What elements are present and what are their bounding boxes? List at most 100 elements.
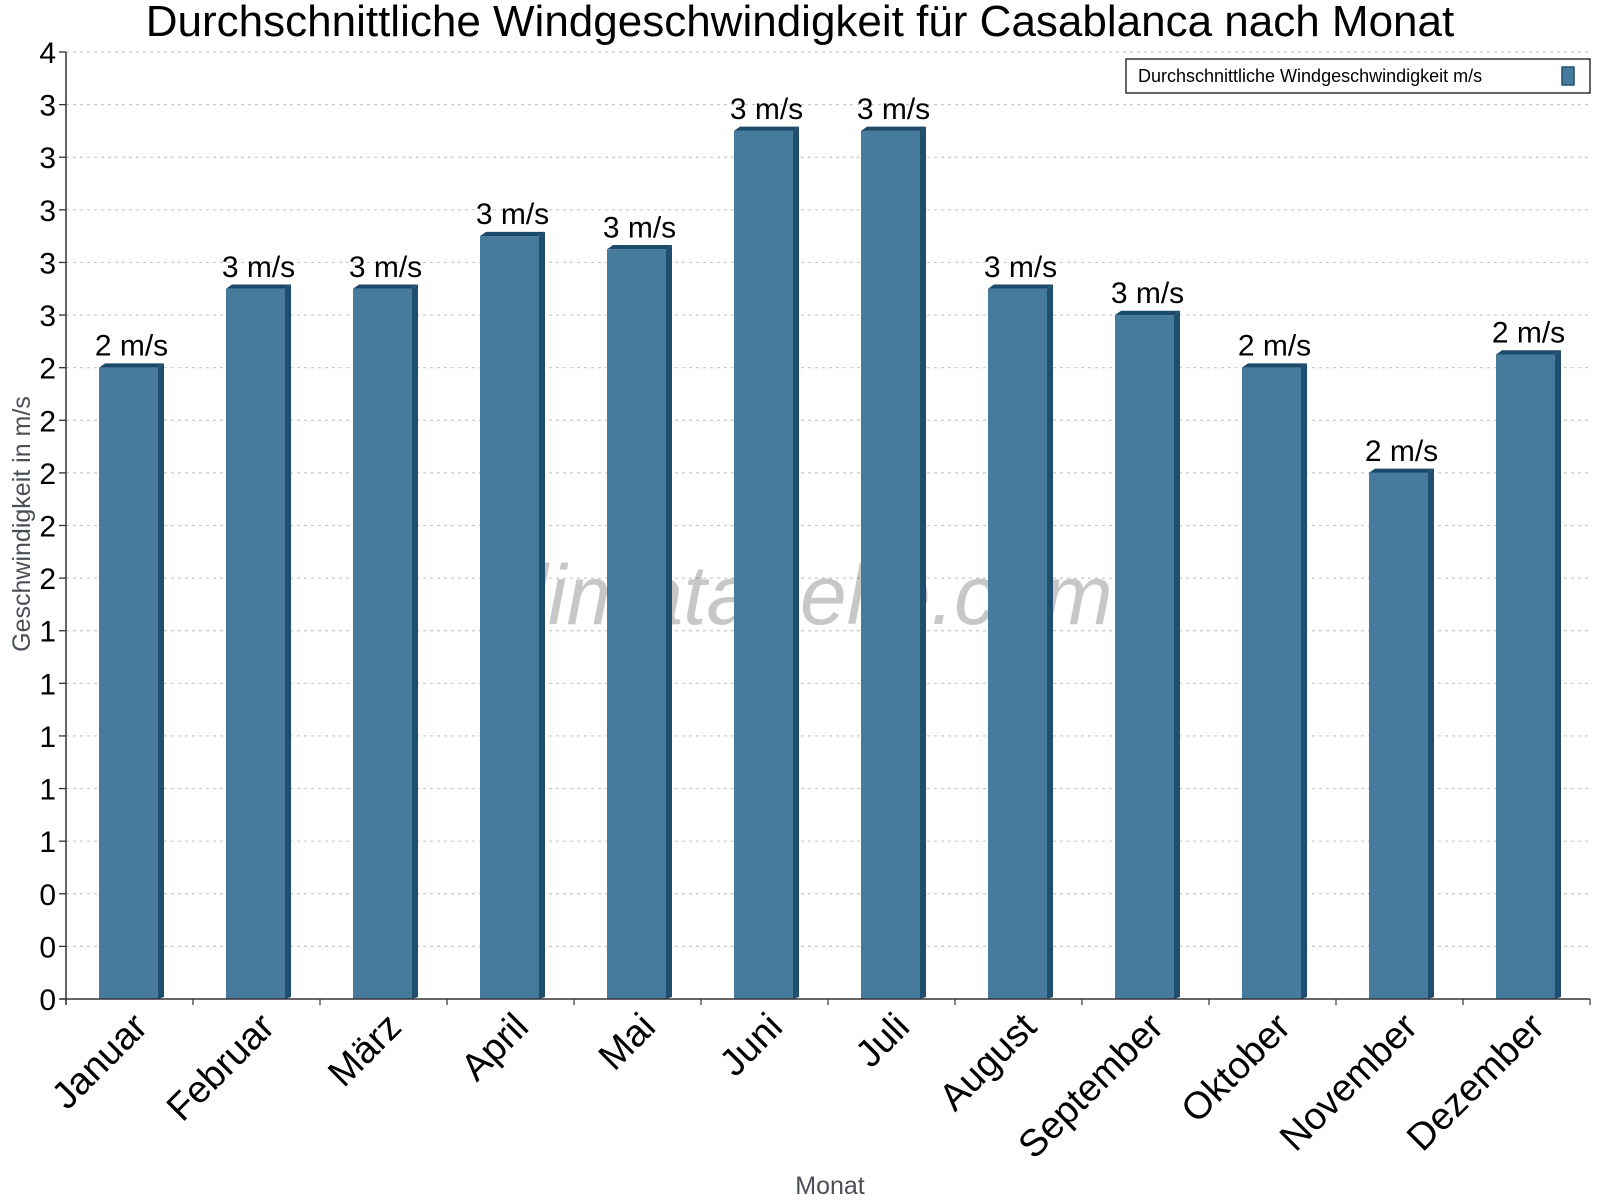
bar-front — [734, 130, 793, 999]
data-label: 2 m/s — [1365, 435, 1438, 468]
bar-top — [734, 126, 799, 131]
bar-side — [920, 126, 926, 999]
y-tick-label: 2 — [39, 563, 56, 596]
bar — [1496, 350, 1561, 1000]
legend-label: Durchschnittliche Windgeschwindigkeit m/… — [1138, 66, 1482, 86]
bar-side — [1301, 363, 1307, 999]
y-tick-label: 1 — [39, 774, 56, 807]
data-label: 3 m/s — [222, 251, 295, 284]
data-label: 3 m/s — [349, 251, 422, 284]
y-tick-label: 3 — [39, 300, 56, 333]
bar-side — [412, 284, 418, 999]
data-label: 2 m/s — [1238, 330, 1311, 363]
bar — [99, 363, 164, 1000]
x-axis-title: Monat — [795, 1172, 865, 1200]
data-label: 3 m/s — [476, 198, 549, 231]
data-label: 3 m/s — [603, 211, 676, 244]
bar-front — [1496, 354, 1555, 999]
bar-front — [480, 236, 539, 999]
bar-front — [1242, 367, 1301, 1000]
y-axis-title: Geschwindigkeit in m/s — [8, 396, 36, 652]
x-tick-label: Juli — [848, 1006, 918, 1076]
x-tick-label: März — [320, 1006, 409, 1095]
y-tick-label: 1 — [39, 616, 56, 649]
y-tick-label: 4 — [39, 37, 56, 70]
axes — [60, 52, 1590, 1005]
bar-side — [1047, 284, 1053, 999]
y-axis-ticks: 0 0 0 1 1 1 1 1 2 2 2 2 2 3 3 3 3 3 4 — [39, 37, 66, 1017]
bar-front — [353, 288, 412, 999]
data-label: 3 m/s — [1111, 277, 1184, 310]
data-label: 3 m/s — [984, 251, 1057, 284]
x-tick-label: Mai — [591, 1006, 664, 1079]
bar — [353, 284, 418, 999]
bar-side — [666, 245, 672, 999]
y-tick-label: 3 — [39, 247, 56, 280]
bar — [861, 126, 926, 999]
bar-side — [158, 363, 164, 999]
data-label: 2 m/s — [1492, 317, 1565, 350]
bar-side — [1428, 468, 1434, 1000]
bar-top — [607, 245, 672, 250]
x-tick-label: Januar — [44, 1005, 156, 1117]
bar-side — [793, 126, 799, 999]
y-tick-label: 0 — [39, 984, 56, 1017]
bar-top — [1369, 468, 1434, 473]
y-tick-label: 3 — [39, 90, 56, 123]
y-tick-label: 1 — [39, 826, 56, 859]
y-tick-label: 3 — [39, 195, 56, 228]
y-tick-label: 2 — [39, 511, 56, 544]
bar-top — [480, 231, 545, 237]
bar-top — [988, 284, 1053, 289]
bar-front — [99, 367, 158, 1000]
data-label: 3 m/s — [730, 93, 803, 126]
bar-top — [1115, 310, 1180, 316]
y-tick-label: 2 — [39, 405, 56, 438]
bar-front — [861, 130, 920, 999]
bar-front — [607, 249, 666, 999]
bar — [734, 126, 799, 999]
bar — [1115, 310, 1180, 999]
bar-side — [1555, 350, 1561, 1000]
x-axis-ticks: Januar Februar März April Mai Juni Juli AugustS… — [44, 999, 1591, 1167]
bars — [99, 126, 1561, 1000]
bar — [607, 245, 672, 999]
x-tick-label: Juni — [712, 1006, 791, 1085]
data-label: 2 m/s — [95, 330, 168, 363]
y-tick-label: 3 — [39, 142, 56, 175]
y-tick-label: 0 — [39, 879, 56, 912]
legend-swatch — [1561, 66, 1575, 86]
gridlines — [66, 51, 1590, 947]
bar-top — [99, 363, 164, 368]
bar — [226, 284, 291, 999]
x-tick-label: Februar — [159, 1005, 283, 1129]
bar-top — [861, 126, 926, 131]
bar — [988, 284, 1053, 999]
y-tick-label: 1 — [39, 668, 56, 701]
y-tick-label: 1 — [39, 721, 56, 754]
bar-front — [1115, 315, 1174, 999]
bar-front — [1369, 472, 1428, 999]
legend-box — [1125, 58, 1591, 94]
bar-front — [988, 288, 1047, 999]
bar-side — [539, 231, 545, 1000]
bar-top — [1242, 363, 1307, 368]
bar — [1369, 468, 1434, 1000]
y-tick-label: 2 — [39, 353, 56, 386]
bar — [1242, 363, 1307, 1000]
legend: Durchschnittliche Windgeschwindigkeit m/… — [1125, 58, 1591, 94]
bar-side — [1174, 310, 1180, 999]
y-tick-label: 2 — [39, 458, 56, 491]
x-tick-label: August — [932, 1005, 1046, 1119]
bar-top — [226, 284, 291, 289]
chart-title: Durchschnittliche Windgeschwindigkeit fü… — [146, 0, 1454, 46]
x-tick-label: Oktober — [1174, 1005, 1300, 1131]
bar-side — [285, 284, 291, 999]
x-tick-label: Dezember — [1399, 1005, 1553, 1159]
x-tick-label: November — [1272, 1005, 1426, 1159]
bar-top — [1496, 350, 1561, 355]
data-label: 3 m/s — [857, 93, 930, 126]
bar-top — [353, 284, 418, 289]
x-tick-label: April — [453, 1006, 536, 1089]
